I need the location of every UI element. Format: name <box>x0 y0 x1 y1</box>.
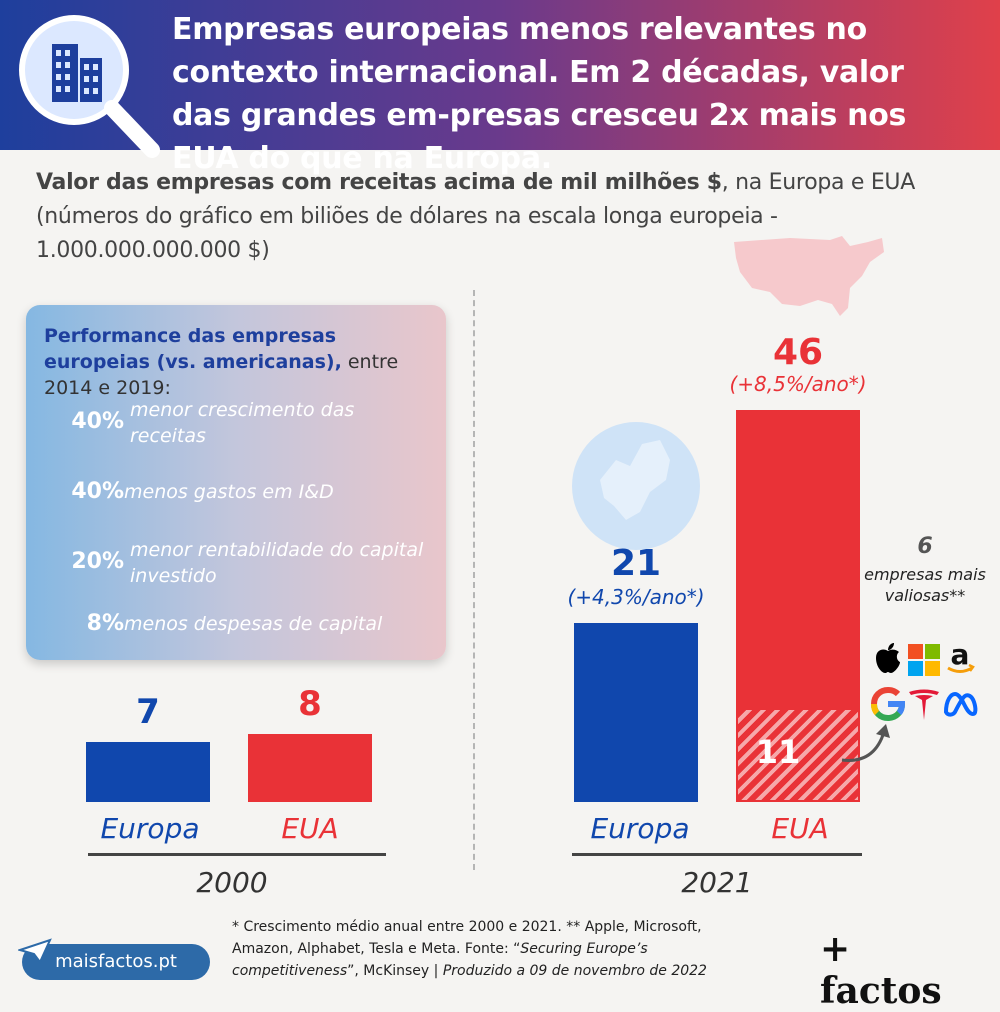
performance-title: Performance das empresas europeias (vs. … <box>44 323 444 401</box>
performance-value: 8% <box>86 611 124 636</box>
site-link[interactable]: maisfactos.pt <box>22 944 210 980</box>
page-title: Empresas europeias menos relevantes no c… <box>172 12 907 176</box>
performance-value: 40% <box>71 479 124 504</box>
meta-icon <box>943 691 978 717</box>
amazon-icon: a <box>947 640 975 673</box>
performance-value: 40% <box>71 409 124 434</box>
paper-plane-icon <box>18 938 52 964</box>
performance-value: 20% <box>71 549 124 574</box>
category-label-europa-2021: Europa <box>590 812 690 845</box>
apple-icon <box>876 643 900 673</box>
bar-eua-2000 <box>248 733 372 802</box>
tesla-icon <box>909 689 939 720</box>
footnote: * Crescimento médio anual entre 2000 e 2… <box>232 916 752 982</box>
value-label-eua-2021: 46 <box>772 332 824 373</box>
subtitle-bold: Valor das empresas com receitas acima de… <box>36 170 722 195</box>
arrow-icon <box>841 724 890 762</box>
subtitle-rest: , na Europa e EUA (números do gráfico em… <box>36 170 915 263</box>
performance-title-rest: entre 2014 e 2019: <box>44 351 399 399</box>
top-companies-label: empresas mais valiosas** <box>864 565 986 605</box>
axis-line-2021 <box>572 853 862 856</box>
footnote-source-title: Securing Europe’s competitiveness <box>232 941 648 979</box>
chart-subtitle: Valor das empresas com receitas acima de… <box>36 166 976 268</box>
usa-map-icon <box>734 236 884 316</box>
footnote-part1: * Crescimento médio anual entre 2000 e 2… <box>232 919 702 957</box>
footnote-produced: Produzido a 09 de novembro de 2022 <box>442 963 707 979</box>
europe-map-icon <box>572 422 700 550</box>
google-icon <box>871 686 906 722</box>
value-label-europa-2021: 21 <box>610 543 662 585</box>
brand-logo: + factos <box>820 928 942 1012</box>
svg-text:a: a <box>951 640 970 671</box>
performance-title-bold: Performance das empresas europeias (vs. … <box>44 325 342 373</box>
performance-text: menos despesas de capital <box>124 613 383 635</box>
axis-line-2000 <box>88 853 386 856</box>
performance-panel: Performance das empresas europeias (vs. … <box>26 305 446 660</box>
year-label-2021: 2021 <box>681 866 753 899</box>
category-label-eua-2021: EUA <box>771 812 829 845</box>
section-divider <box>473 290 475 870</box>
header-banner: Empresas europeias menos relevantes no c… <box>0 0 1000 176</box>
growth-label-europa-2021: (+4,3%/ano*) <box>567 585 705 610</box>
microsoft-icon <box>908 644 940 676</box>
category-label-europa-2000: Europa <box>100 812 200 845</box>
category-label-eua-2000: EUA <box>281 812 339 845</box>
magnifier-buildings-icon <box>19 15 160 158</box>
growth-label-eua-2021: (+8,5%/ano*) <box>729 372 867 396</box>
performance-text: menor rentabilidade do capital investido <box>130 539 424 587</box>
bar-europa-2021 <box>574 623 698 802</box>
bar-eua-2021-top6-segment <box>736 708 860 802</box>
year-label-2000: 2000 <box>196 866 268 899</box>
bar-europa-2000 <box>86 742 210 802</box>
performance-text: menos gastos em I&D <box>124 481 334 503</box>
value-label-top6-2021: 11 <box>755 733 801 772</box>
footnote-part2: ”, McKinsey | <box>347 963 443 979</box>
value-label-europa-2000: 7 <box>136 692 160 733</box>
performance-text: menor crescimento das receitas <box>130 399 355 447</box>
value-label-eua-2000: 8 <box>298 683 322 724</box>
top-companies-count: 6 <box>917 534 933 559</box>
